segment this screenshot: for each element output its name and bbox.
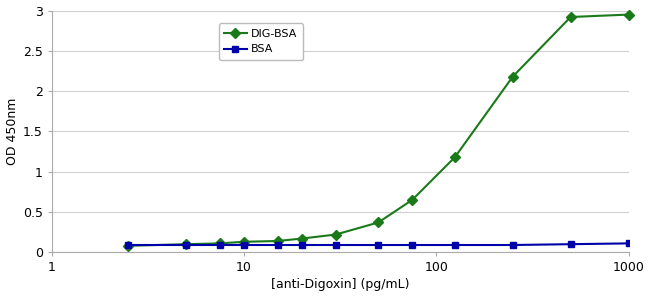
DIG-BSA: [182, 242, 190, 246]
DIG-BSA: [625, 13, 632, 16]
DIG-BSA: [124, 244, 132, 248]
DIG-BSA: [408, 198, 416, 202]
DIG-BSA: [567, 15, 575, 19]
DIG-BSA: [451, 155, 459, 159]
DIG-BSA: [240, 240, 248, 244]
X-axis label: [anti-Digoxin] (pg/mL): [anti-Digoxin] (pg/mL): [271, 279, 410, 291]
DIG-BSA: [216, 241, 224, 245]
BSA: [451, 243, 459, 247]
Y-axis label: OD 450nm: OD 450nm: [6, 98, 19, 165]
BSA: [274, 243, 281, 247]
BSA: [240, 243, 248, 247]
Line: DIG-BSA: DIG-BSA: [125, 11, 632, 249]
BSA: [182, 243, 190, 247]
DIG-BSA: [374, 221, 382, 224]
BSA: [124, 243, 132, 247]
BSA: [216, 243, 224, 247]
BSA: [298, 243, 305, 247]
BSA: [332, 243, 340, 247]
DIG-BSA: [298, 237, 305, 240]
BSA: [408, 243, 416, 247]
DIG-BSA: [274, 239, 281, 243]
BSA: [567, 242, 575, 246]
DIG-BSA: [332, 233, 340, 236]
Line: BSA: BSA: [125, 240, 632, 249]
DIG-BSA: [509, 75, 517, 78]
BSA: [509, 243, 517, 247]
BSA: [625, 241, 632, 245]
Legend: DIG-BSA, BSA: DIG-BSA, BSA: [219, 23, 303, 60]
BSA: [374, 243, 382, 247]
